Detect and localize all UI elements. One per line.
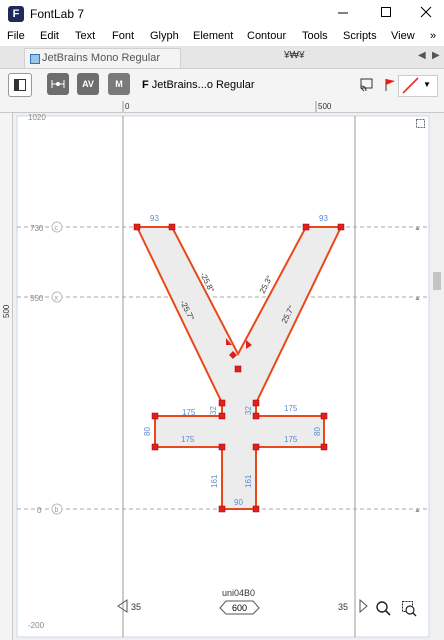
node-apex-right[interactable] (246, 340, 252, 349)
minimize-button[interactable] (327, 2, 359, 24)
window-title: FontLab 7 (30, 7, 85, 21)
font-name-label: JetBrains...o Regular (151, 79, 255, 91)
menu-bar: File Edit Text Font Glyph Element Contou… (0, 28, 444, 46)
tab-scroll-left-button[interactable]: ◀ (418, 50, 426, 61)
measure-bar-bottom-left: 175 (181, 435, 195, 444)
tab-font-jetbrains[interactable]: JetBrains Mono Regular (24, 48, 181, 68)
tab-bar: JetBrains Mono Regular ¥₩¥ ◀ ▶ (0, 46, 444, 69)
mask-button[interactable]: M (108, 73, 130, 95)
scrollbar-thumb[interactable] (433, 272, 441, 290)
sidebar-toggle-button[interactable] (8, 73, 32, 97)
metrics-icon (51, 80, 65, 88)
menu-glyph[interactable]: Glyph (150, 30, 179, 42)
cast-icon[interactable] (360, 78, 374, 92)
menu-font[interactable]: Font (112, 30, 135, 42)
left-ruler (0, 113, 12, 640)
glyph-name-label: uni04B0 (222, 588, 255, 598)
no-color-icon (402, 77, 419, 94)
measurement-labels-rotated: 80 80 161 161 32 32 (143, 406, 322, 488)
fontlab-app-icon: F (8, 6, 24, 22)
maximize-icon (381, 7, 391, 17)
vertical-scrollbar[interactable] (431, 113, 444, 640)
ruler-label-left-500: 500 (2, 304, 11, 318)
measure-top-right: 93 (319, 214, 328, 223)
right-sidebearing-marker-icon[interactable] (359, 598, 368, 614)
guide-letter-b: b (55, 507, 59, 514)
measure-stem-right-upper: 32 (244, 406, 253, 415)
color-selector[interactable]: ▼ (398, 75, 438, 97)
close-button[interactable] (410, 2, 442, 24)
contour-nodes[interactable] (133, 223, 345, 513)
lock-icon: ▲ (414, 295, 421, 302)
measure-right-height: 80 (313, 427, 322, 436)
flag-icon[interactable] (383, 78, 397, 92)
menu-view[interactable]: View (391, 30, 415, 42)
menu-contour[interactable]: Contour (247, 30, 287, 42)
measure-left-height: 80 (143, 427, 152, 436)
node-apex-tip[interactable] (226, 338, 232, 345)
measure-top-left: 93 (150, 214, 159, 223)
top-ruler (0, 101, 444, 113)
measure-stem-right: 161 (244, 474, 253, 488)
panel-icon (14, 79, 26, 91)
maximize-button[interactable] (370, 2, 402, 24)
zoom-selection-icon[interactable] (402, 601, 417, 617)
guide-label-baseline: 0 (37, 506, 42, 515)
zoom-icon[interactable] (376, 601, 391, 616)
tab-label: JetBrains Mono Regular (42, 52, 161, 64)
ruler-label-0: 0 (125, 102, 130, 111)
menu-tools[interactable]: Tools (302, 30, 328, 42)
left-sidebearing-marker-icon[interactable] (117, 599, 128, 613)
minimize-icon (338, 12, 348, 14)
menu-element[interactable]: Element (193, 30, 234, 42)
menu-text[interactable]: Text (75, 30, 96, 42)
measure-stem-left: 161 (210, 474, 219, 488)
tab-scroll-right-button[interactable]: ▶ (432, 50, 440, 61)
guide-label-descender: -200 (28, 621, 45, 630)
guide-letter-c: c (55, 225, 59, 232)
font-window-icon (30, 54, 40, 64)
menu-file[interactable]: File (7, 30, 25, 42)
advance-width-field[interactable] (219, 600, 260, 615)
glyph-canvas[interactable]: 0 500 500 1020 730 c 550 x 0 b -200 ▲ ▲ … (0, 101, 444, 640)
chevron-down-icon: ▼ (423, 80, 431, 89)
measure-stem-left-upper: 32 (209, 406, 218, 415)
measure-bottom-width: 90 (234, 498, 243, 507)
metrics-tool-button[interactable] (47, 73, 69, 95)
guide-label-cap: 730 (30, 224, 44, 233)
tab-glyph-window[interactable]: ¥₩¥ (284, 50, 305, 61)
lock-icon: ▲ (414, 225, 421, 232)
advance-width-value: 600 (232, 603, 247, 613)
guide-letter-x: x (55, 295, 59, 302)
font-prefix: F (142, 79, 149, 91)
left-sidebearing-value: 35 (131, 602, 141, 612)
menu-edit[interactable]: Edit (40, 30, 59, 42)
glyph-toolbar: AV M F JetBrains...o Regular ▼ (0, 69, 444, 102)
current-font-name[interactable]: F JetBrains...o Regular (142, 79, 255, 91)
lock-icon: ▲ (414, 507, 421, 514)
ruler-label-500: 500 (318, 102, 332, 111)
kerning-button[interactable]: AV (77, 73, 99, 95)
guide-label-ascender: 1020 (28, 113, 46, 122)
menu-scripts[interactable]: Scripts (343, 30, 377, 42)
close-icon (420, 6, 432, 18)
zoom-fit-icon[interactable] (416, 119, 425, 128)
title-bar: F FontLab 7 (0, 0, 444, 28)
menu-overflow-button[interactable]: » (430, 30, 437, 42)
node-apex-left[interactable] (229, 351, 237, 359)
measure-bar-top-right: 175 (284, 404, 298, 413)
right-sidebearing-value: 35 (338, 602, 348, 612)
guide-label-x: 550 (30, 294, 44, 303)
measure-bar-bottom-right: 175 (284, 435, 298, 444)
measure-bar-top-left: 175 (182, 408, 196, 417)
measurement-labels: 93 93 175 175 175 175 90 (150, 214, 328, 507)
